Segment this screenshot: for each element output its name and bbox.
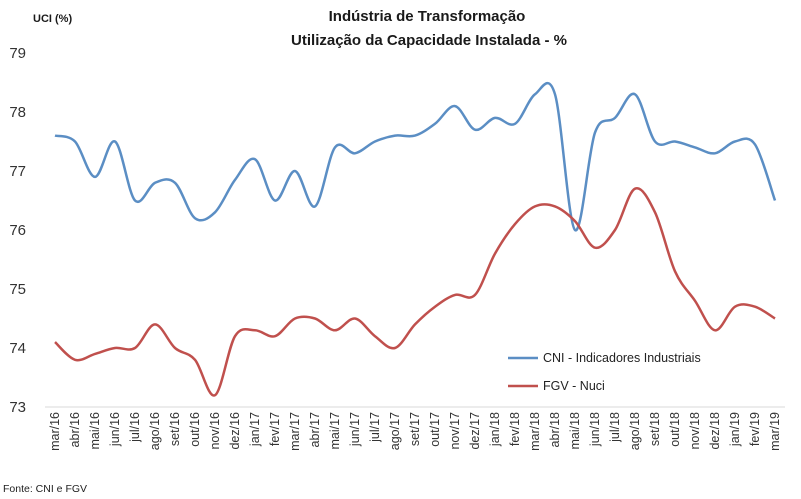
x-tick-label: jan/17 — [248, 412, 262, 447]
y-axis-label: UCI (%) — [33, 13, 72, 25]
series-line-fgv — [54, 187, 776, 397]
x-tick-label: dez/18 — [708, 412, 722, 450]
x-tick-label: abr/16 — [68, 412, 82, 447]
x-tick-label: fev/19 — [748, 412, 762, 446]
x-tick-label: mar/16 — [48, 412, 62, 451]
x-tick-label: out/18 — [668, 412, 682, 447]
x-tick-label: nov/16 — [208, 412, 222, 450]
x-tick-label: fev/17 — [268, 412, 282, 446]
x-tick-label: ago/18 — [628, 412, 642, 450]
x-tick-label: fev/18 — [508, 412, 522, 446]
series-line-cni — [54, 81, 777, 232]
x-tick-label: jun/16 — [108, 412, 122, 447]
y-axis-ticks: 73 74 75 76 77 78 79 — [9, 45, 26, 416]
y-tick-label: 77 — [9, 163, 26, 180]
x-tick-label: jun/17 — [348, 412, 362, 447]
y-tick-label: 74 — [9, 340, 26, 357]
x-tick-label: jun/18 — [588, 412, 602, 447]
x-tick-label: jul/17 — [368, 412, 382, 443]
x-tick-label: mai/16 — [88, 412, 102, 450]
x-tick-label: dez/16 — [228, 412, 242, 450]
series-layer — [54, 81, 777, 397]
chart-title: Indústria de Transformação — [329, 8, 526, 25]
x-tick-label: mar/18 — [528, 412, 542, 451]
legend-label-fgv: FGV - Nuci — [543, 379, 605, 393]
legend-item-cni: CNI - Indicadores Industriais — [508, 351, 701, 365]
x-tick-label: jul/18 — [608, 412, 622, 443]
y-tick-label: 73 — [9, 399, 26, 416]
x-tick-label: jan/19 — [728, 412, 742, 447]
x-tick-label: mai/18 — [568, 412, 582, 450]
x-tick-label: nov/17 — [448, 412, 462, 450]
x-tick-label: out/16 — [188, 412, 202, 447]
x-tick-label: set/18 — [648, 412, 662, 446]
x-tick-label: dez/17 — [468, 412, 482, 450]
x-tick-label: jan/18 — [488, 412, 502, 447]
source-note: Fonte: CNI e FGV — [3, 483, 87, 495]
x-tick-label: abr/17 — [308, 412, 322, 447]
chart-subtitle: Utilização da Capacidade Instalada - % — [291, 32, 567, 49]
x-tick-label: mar/17 — [288, 412, 302, 451]
y-tick-label: 79 — [9, 45, 26, 62]
x-tick-label: ago/16 — [148, 412, 162, 450]
y-tick-label: 78 — [9, 104, 26, 121]
x-tick-label: abr/18 — [548, 412, 562, 447]
legend-label-cni: CNI - Indicadores Industriais — [543, 351, 701, 365]
x-tick-label: mai/17 — [328, 412, 342, 450]
legend-item-fgv: FGV - Nuci — [508, 379, 605, 393]
x-tick-label: out/17 — [428, 412, 442, 447]
x-tick-label: ago/17 — [388, 412, 402, 450]
x-tick-label: jul/16 — [128, 412, 142, 443]
y-tick-label: 76 — [9, 222, 26, 239]
x-tick-label: set/16 — [168, 412, 182, 446]
x-tick-label: mar/19 — [768, 412, 782, 451]
legend: CNI - Indicadores Industriais FGV - Nuci — [508, 351, 701, 393]
y-tick-label: 75 — [9, 281, 26, 298]
x-tick-label: nov/18 — [688, 412, 702, 450]
x-axis-ticks: mar/16 abr/16 mai/16 jun/16 jul/16 ago/16 set/… — [48, 412, 782, 451]
x-tick-label: set/17 — [408, 412, 422, 446]
